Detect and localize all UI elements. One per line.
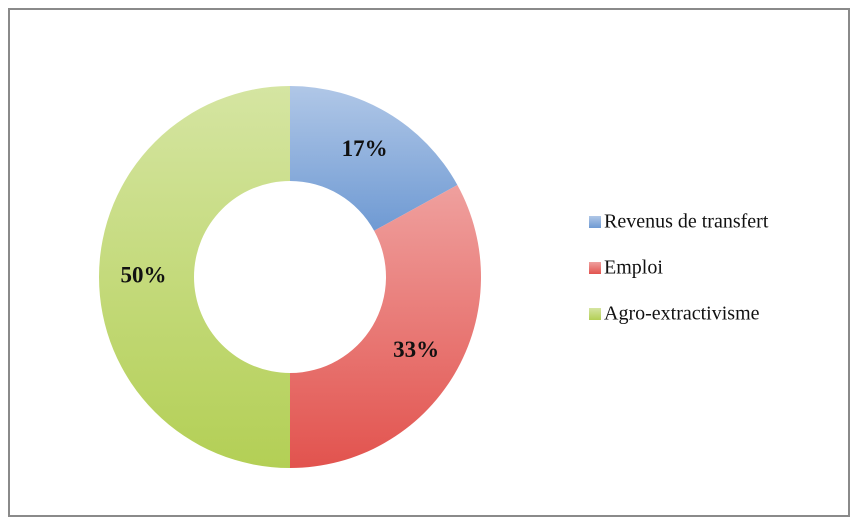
legend-swatch — [589, 216, 601, 228]
data-label: 33% — [393, 337, 439, 362]
legend-swatch — [589, 308, 601, 320]
donut-slice — [290, 184, 481, 468]
legend-label: Revenus de transfert — [604, 211, 769, 233]
donut-slice — [99, 86, 290, 468]
legend-label: Agro-extractivisme — [604, 303, 760, 325]
legend-label: Emploi — [604, 257, 663, 279]
legend-swatch — [589, 262, 601, 274]
donut-slice — [290, 86, 458, 231]
data-label: 50% — [121, 262, 167, 287]
data-label: 17% — [342, 136, 388, 161]
